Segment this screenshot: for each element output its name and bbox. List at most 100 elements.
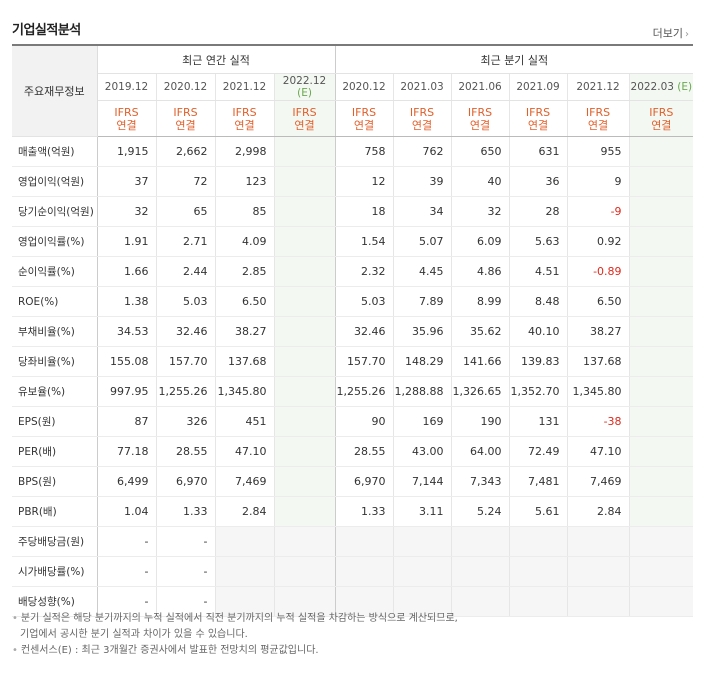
table-cell (274, 496, 336, 527)
table-row: 순이익률(%) 1.66 2.44 2.85 2.32 4.45 4.86 4.51 -0.89 (12, 256, 694, 287)
table-cell (629, 466, 694, 497)
table-cell: 6.50 (215, 286, 275, 317)
table-cell: 139.83 (509, 346, 568, 377)
table-cell: 2.44 (156, 256, 216, 287)
estimate-badge: (E) (297, 87, 312, 99)
row-label: 배당성향(%) (12, 586, 98, 617)
table-cell (509, 556, 568, 587)
period-header: 2019.12 (97, 73, 157, 101)
table-cell (629, 136, 694, 167)
table-cell (451, 556, 510, 587)
table-cell: 4.86 (451, 256, 510, 287)
table-cell (274, 466, 336, 497)
more-link[interactable]: 더보기 › (653, 25, 689, 41)
table-cell: 35.96 (393, 316, 452, 347)
chevron-right-icon: › (685, 29, 689, 40)
table-cell: 7,144 (393, 466, 452, 497)
table-cell: 1,255.26 (156, 376, 216, 407)
table-row: 매출액(억원) 1,915 2,662 2,998 758 762 650 631 955 (12, 136, 694, 167)
table-cell: 6,970 (156, 466, 216, 497)
table-cell: 37 (97, 166, 157, 197)
table-cell: 7,469 (567, 466, 630, 497)
table-cell: 2.85 (215, 256, 275, 287)
table-cell: 35.62 (451, 316, 510, 347)
basis-header: IFRS 연결 (509, 100, 568, 137)
row-label: PER(배) (12, 436, 98, 467)
footnote-1: • 분기 실적은 해당 분기까지의 누적 실적에서 직전 분기까지의 누적 실적을… (12, 613, 458, 624)
table-cell: - (156, 556, 216, 587)
table-cell (509, 586, 568, 617)
table-cell: 34.53 (97, 316, 157, 347)
table-cell: 43.00 (393, 436, 452, 467)
table-cell: 38.27 (567, 316, 630, 347)
period-header: 2020.12 (156, 73, 216, 101)
table-cell (629, 586, 694, 617)
table-cell: 1.66 (97, 256, 157, 287)
basis-header: IFRS 연결 (335, 100, 394, 137)
table-cell: 2.84 (567, 496, 630, 527)
table-cell: 7,343 (451, 466, 510, 497)
table-cell: 1.33 (335, 496, 394, 527)
table-cell (335, 556, 394, 587)
period-header: 2020.12 (335, 73, 394, 101)
table-cell (274, 526, 336, 557)
table-cell: 148.29 (393, 346, 452, 377)
table-cell: 6.50 (567, 286, 630, 317)
table-row: 유보율(%) 997.95 1,255.26 1,345.80 1,255.26 1,28… (12, 376, 694, 407)
table-cell: 2,998 (215, 136, 275, 167)
table-cell (274, 136, 336, 167)
table-cell (451, 586, 510, 617)
table-cell: 4.45 (393, 256, 452, 287)
table-cell (509, 526, 568, 557)
table-cell (215, 526, 275, 557)
table-cell: 5.03 (335, 286, 394, 317)
table-cell (274, 586, 336, 617)
table-cell (629, 526, 694, 557)
table-cell: 1,345.80 (215, 376, 275, 407)
period-header: 2021.09 (509, 73, 568, 101)
table-cell: 39 (393, 166, 452, 197)
basis-header: IFRS 연결 (156, 100, 216, 137)
basis-header: IFRS 연결 (629, 100, 694, 137)
table-cell (274, 196, 336, 227)
table-cell: 997.95 (97, 376, 157, 407)
table-cell: 34 (393, 196, 452, 227)
table-row: EPS(원) 87 326 451 90 169 190 131 -38 (12, 406, 694, 437)
table-cell: 137.68 (567, 346, 630, 377)
section-title: 기업실적분석 (12, 23, 81, 38)
table-cell: 1.91 (97, 226, 157, 257)
table-cell: 18 (335, 196, 394, 227)
table-cell: 65 (156, 196, 216, 227)
table-cell: 3.11 (393, 496, 452, 527)
table-cell: - (97, 526, 157, 557)
table-cell: 5.03 (156, 286, 216, 317)
row-label: ROE(%) (12, 286, 98, 317)
table-cell: 32.46 (156, 316, 216, 347)
table-cell: - (97, 556, 157, 587)
period-header: 2021.06 (451, 73, 510, 101)
table-cell: 1,352.70 (509, 376, 568, 407)
table-cell: 1,255.26 (335, 376, 394, 407)
row-label: 부채비율(%) (12, 316, 98, 347)
table-cell: 157.70 (335, 346, 394, 377)
table-row: ROE(%) 1.38 5.03 6.50 5.03 7.89 8.99 8.48 6.50 (12, 286, 694, 317)
table-cell (567, 586, 630, 617)
table-cell: 1,326.65 (451, 376, 510, 407)
table-row: BPS(원) 6,499 6,970 7,469 6,970 7,144 7,343 7,48… (12, 466, 694, 497)
table-cell (274, 256, 336, 287)
table-cell: 6.09 (451, 226, 510, 257)
table-cell (567, 556, 630, 587)
table-cell: 4.09 (215, 226, 275, 257)
table-cell: 2,662 (156, 136, 216, 167)
table-cell: 8.48 (509, 286, 568, 317)
table-cell (215, 586, 275, 617)
table-cell: 32 (451, 196, 510, 227)
table-cell (451, 526, 510, 557)
table-cell (629, 256, 694, 287)
table-cell: 90 (335, 406, 394, 437)
table-cell: 123 (215, 166, 275, 197)
table-cell: 1,288.88 (393, 376, 452, 407)
table-cell: 1.38 (97, 286, 157, 317)
table-cell (629, 436, 694, 467)
table-cell: 6,970 (335, 466, 394, 497)
